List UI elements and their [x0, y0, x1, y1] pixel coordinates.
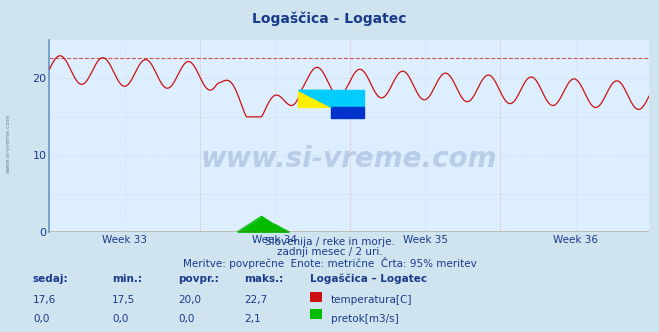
- Text: 17,5: 17,5: [112, 295, 135, 305]
- Text: sedaj:: sedaj:: [33, 274, 69, 284]
- Text: min.:: min.:: [112, 274, 142, 284]
- Text: 22,7: 22,7: [244, 295, 267, 305]
- Text: pretok[m3/s]: pretok[m3/s]: [331, 314, 399, 324]
- Text: www.si-vreme.com: www.si-vreme.com: [6, 113, 11, 173]
- Bar: [299, 90, 331, 107]
- Bar: [331, 107, 364, 118]
- Text: 2,1: 2,1: [244, 314, 260, 324]
- Text: 0,0: 0,0: [33, 314, 49, 324]
- Text: zadnji mesec / 2 uri.: zadnji mesec / 2 uri.: [277, 247, 382, 257]
- Bar: [331, 90, 364, 107]
- Text: 20,0: 20,0: [178, 295, 201, 305]
- Text: Meritve: povprečne  Enote: metrične  Črta: 95% meritev: Meritve: povprečne Enote: metrične Črta:…: [183, 257, 476, 269]
- Polygon shape: [299, 90, 331, 107]
- Text: www.si-vreme.com: www.si-vreme.com: [201, 145, 498, 173]
- Text: povpr.:: povpr.:: [178, 274, 219, 284]
- Text: 0,0: 0,0: [112, 314, 129, 324]
- Text: Logaščica - Logatec: Logaščica - Logatec: [252, 12, 407, 26]
- Text: temperatura[C]: temperatura[C]: [331, 295, 413, 305]
- Text: Slovenija / reke in morje.: Slovenija / reke in morje.: [264, 237, 395, 247]
- Text: 17,6: 17,6: [33, 295, 56, 305]
- Text: maks.:: maks.:: [244, 274, 283, 284]
- Text: Logaščica – Logatec: Logaščica – Logatec: [310, 274, 427, 285]
- Text: 0,0: 0,0: [178, 314, 194, 324]
